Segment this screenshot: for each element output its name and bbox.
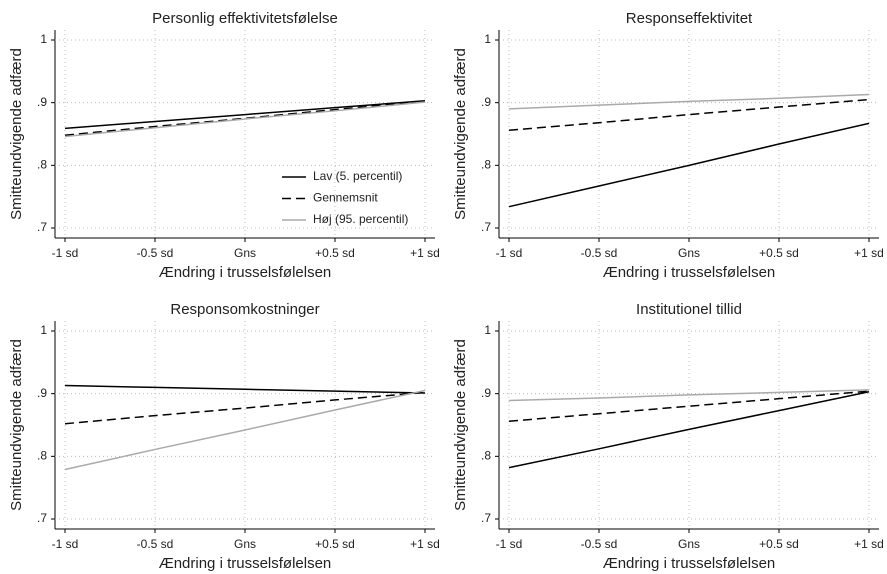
y-tick-label: 1 [484, 323, 491, 337]
y-axis-title: Smitteundvigende adfærd [452, 339, 469, 511]
y-tick-label: .7 [37, 220, 47, 234]
y-tick-label: .9 [481, 386, 491, 400]
y-tick-label: .8 [37, 449, 47, 463]
y-tick-label: .8 [481, 158, 491, 172]
x-tick-label: -0.5 sd [137, 246, 174, 260]
x-tick-label: +1 sd [854, 246, 884, 260]
x-tick-label: Gns [234, 537, 256, 551]
y-tick-label: 1 [484, 32, 491, 46]
x-tick-label: +1 sd [410, 537, 440, 551]
chart-title: Personlig effektivitetsfølelse [152, 10, 338, 27]
x-tick-label: Gns [678, 537, 700, 551]
y-tick-label: .9 [37, 386, 47, 400]
y-tick-label: 1 [40, 323, 47, 337]
y-axis-title: Smitteundvigende adfærd [8, 48, 25, 220]
x-tick-label: +0.5 sd [315, 246, 355, 260]
y-tick-label: .9 [37, 95, 47, 109]
x-tick-label: +0.5 sd [315, 537, 355, 551]
chart-title: Responseffektivitet [626, 10, 753, 27]
y-tick-label: .8 [481, 449, 491, 463]
x-tick-label: -1 sd [52, 246, 79, 260]
series-line [508, 390, 870, 422]
y-tick-label: .7 [481, 220, 491, 234]
series-line [64, 100, 426, 136]
series-line [64, 384, 426, 394]
x-tick-label: Gns [678, 246, 700, 260]
legend-label: Lav (5. percentil) [313, 169, 402, 183]
series-line [508, 391, 870, 469]
y-tick-label: .9 [481, 95, 491, 109]
y-axis-title: Smitteundvigende adfærd [452, 48, 469, 220]
y-tick-label: 1 [40, 32, 47, 46]
series-line [508, 98, 870, 131]
chart-title: Responsomkostninger [170, 301, 319, 318]
series-line [64, 100, 426, 130]
series-line [508, 122, 870, 208]
series-line [64, 101, 426, 138]
series-line [508, 93, 870, 110]
x-tick-label: -1 sd [496, 246, 523, 260]
series-line [64, 391, 426, 425]
y-tick-label: .7 [37, 511, 47, 525]
x-axis-title: Ændring i trusselsfølelsen [159, 555, 332, 572]
chart-title: Institutionel tillid [636, 301, 742, 318]
x-tick-label: -0.5 sd [581, 246, 618, 260]
x-tick-label: +1 sd [410, 246, 440, 260]
y-tick-label: .7 [481, 511, 491, 525]
x-tick-label: -1 sd [52, 537, 79, 551]
x-tick-label: Gns [234, 246, 256, 260]
x-tick-label: -1 sd [496, 537, 523, 551]
series-line [508, 389, 870, 402]
legend-label: Gennemsnit [313, 191, 378, 205]
x-tick-label: +1 sd [854, 537, 884, 551]
x-tick-label: -0.5 sd [581, 537, 618, 551]
x-axis-title: Ændring i trusselsfølelsen [603, 555, 776, 572]
y-tick-label: .8 [37, 158, 47, 172]
series-line [64, 389, 426, 471]
x-axis-title: Ændring i trusselsfølelsen [159, 264, 332, 281]
x-tick-label: +0.5 sd [759, 537, 799, 551]
x-tick-label: +0.5 sd [759, 246, 799, 260]
x-tick-label: -0.5 sd [137, 537, 174, 551]
y-axis-title: Smitteundvigende adfærd [8, 339, 25, 511]
legend-label: Høj (95. percentil) [313, 212, 408, 226]
x-axis-title: Ændring i trusselsfølelsen [603, 264, 776, 281]
